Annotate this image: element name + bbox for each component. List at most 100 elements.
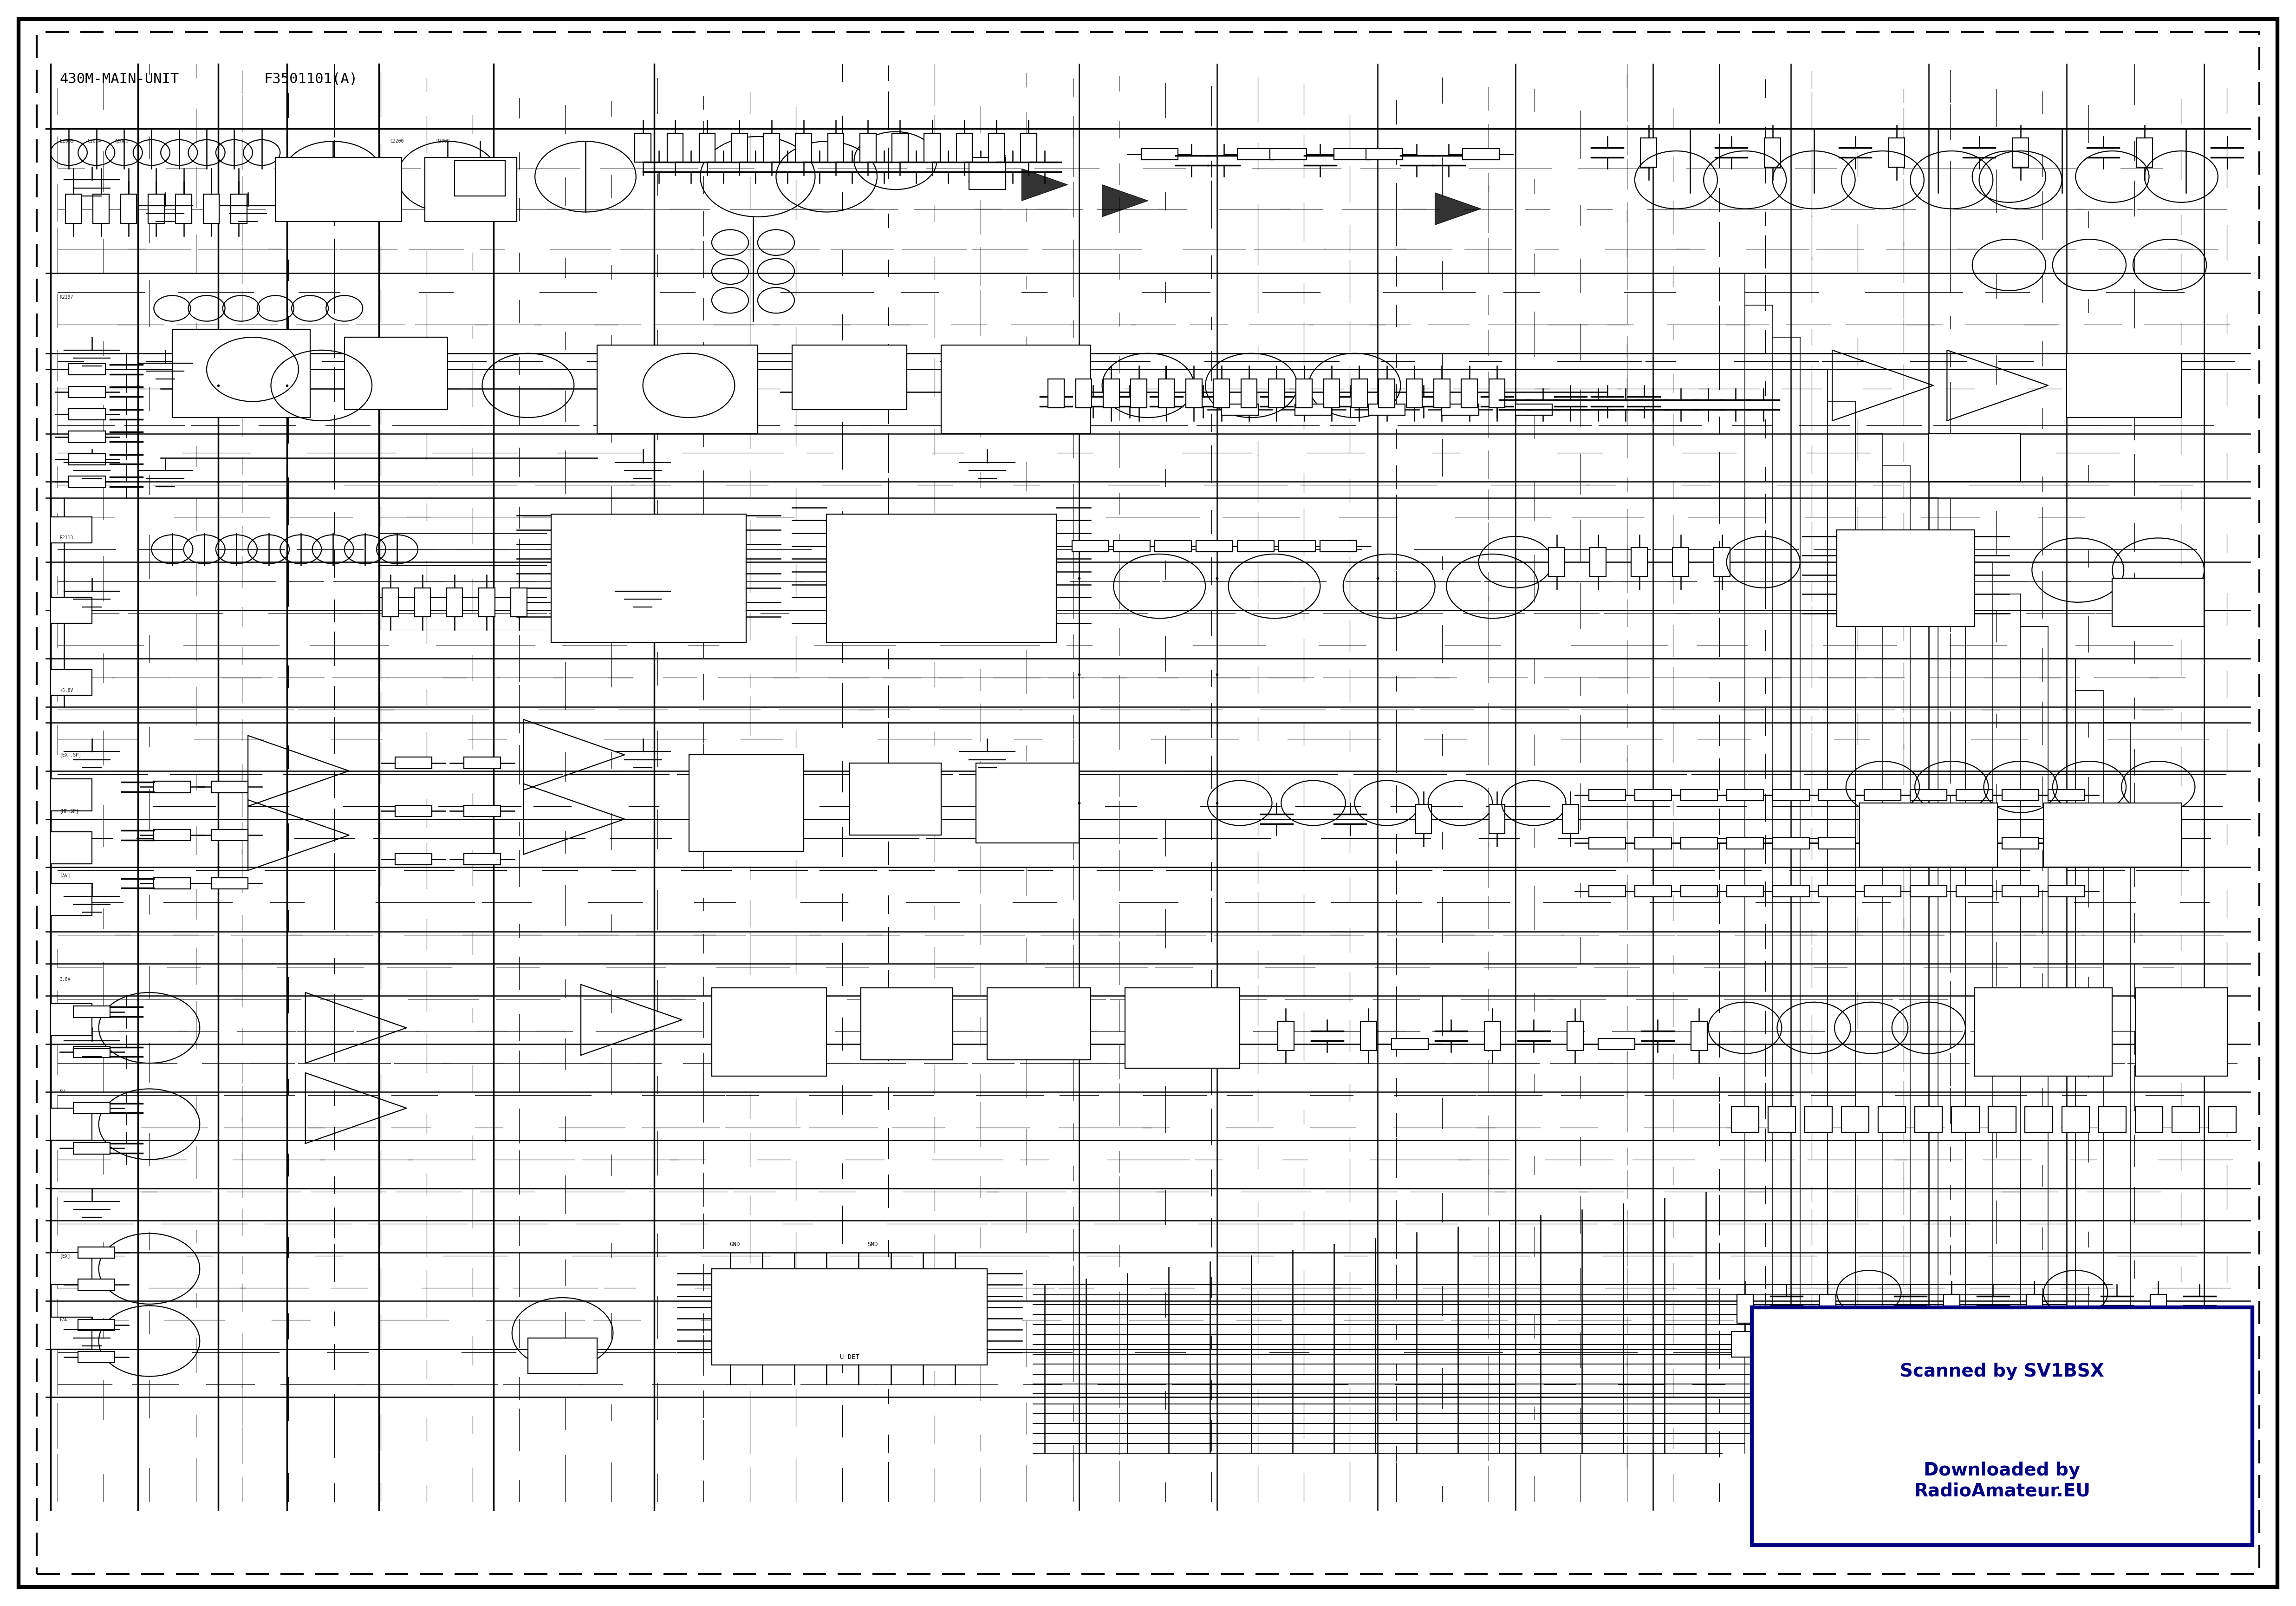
Bar [1022,133,1038,162]
Bar [381,588,400,617]
Bar [1568,1021,1584,1050]
Bar [147,194,165,223]
Bar [1334,149,1371,161]
Bar [1325,379,1341,408]
Bar [1818,885,1855,896]
Bar [1270,379,1286,408]
Bar [69,408,106,419]
Bar [416,588,432,617]
Bar [1910,885,1947,896]
Bar [1490,805,1506,834]
Bar [1515,405,1552,416]
Bar [69,387,106,398]
Bar [1910,838,1947,850]
Bar [893,133,909,162]
Bar [732,133,748,162]
Bar [51,832,92,864]
Bar [1297,379,1313,408]
Bar [1731,1331,1759,1357]
Text: [EX]: [EX] [60,1254,71,1257]
Bar [69,453,106,466]
Bar [634,133,652,162]
Bar [1598,1039,1635,1050]
Bar [1752,1307,2252,1545]
Text: [MF.SP]: [MF.SP] [60,809,78,813]
Bar [1589,838,1626,850]
Bar [700,133,716,162]
Bar [51,883,92,915]
Bar [861,133,877,162]
Bar [1417,805,1433,834]
Bar [1768,1107,1795,1132]
Bar [1270,149,1306,161]
Bar [1731,1107,1759,1132]
Bar [1988,1331,2016,1357]
Text: F3501101(A): F3501101(A) [264,72,358,85]
Bar [987,988,1091,1060]
Bar [2172,1331,2200,1357]
Bar [448,588,464,617]
Bar [1242,379,1258,408]
Bar [395,854,432,864]
Text: SMD: SMD [868,1241,877,1248]
Bar [211,877,248,890]
Bar [827,514,1056,642]
Bar [51,517,92,543]
Bar [230,194,248,223]
Bar [464,854,501,864]
Bar [1362,1021,1378,1050]
Bar [765,133,781,162]
Bar [1132,379,1148,408]
Bar [1878,1107,1906,1132]
Bar [2135,1331,2163,1357]
Bar [2062,1331,2089,1357]
Text: GND: GND [730,1241,739,1248]
Bar [1805,1331,1832,1357]
Bar [64,194,83,223]
Bar [455,161,505,196]
Bar [1114,540,1150,552]
Bar [990,133,1006,162]
Bar [51,1253,92,1285]
Bar [1727,885,1763,896]
Bar [73,1143,110,1153]
Bar [1104,379,1120,408]
Bar [1949,1388,1977,1413]
Bar [2048,885,2085,896]
Bar [2062,1107,2089,1132]
Bar [395,806,432,817]
Bar [2099,1331,2126,1357]
Bar [1738,1294,1754,1323]
Polygon shape [1022,169,1068,201]
Bar [51,1317,92,1349]
Bar [2048,838,2085,850]
Bar [1238,540,1274,552]
Bar [1945,1294,1961,1323]
Bar [1715,548,1731,577]
Bar [1589,789,1626,801]
Bar [1635,838,1671,850]
Bar [2096,1388,2124,1413]
Bar [78,1320,115,1330]
Bar [69,477,106,488]
Bar [1681,838,1717,850]
Bar [480,588,496,617]
Bar [1681,885,1717,896]
Bar [1380,379,1396,408]
Text: R2113: R2113 [60,536,73,540]
Bar [1773,838,1809,850]
Bar [597,345,758,434]
Bar [2048,789,2085,801]
Bar [1279,540,1316,552]
Bar [850,763,941,835]
Bar [69,363,106,374]
Polygon shape [1102,185,1148,217]
Bar [1352,379,1368,408]
Bar [172,329,310,418]
Bar [1075,379,1093,408]
Text: C2200: C2200 [390,140,404,143]
Bar [1159,379,1176,408]
Bar [1366,149,1403,161]
Bar [1864,885,1901,896]
Bar [1837,530,1975,626]
